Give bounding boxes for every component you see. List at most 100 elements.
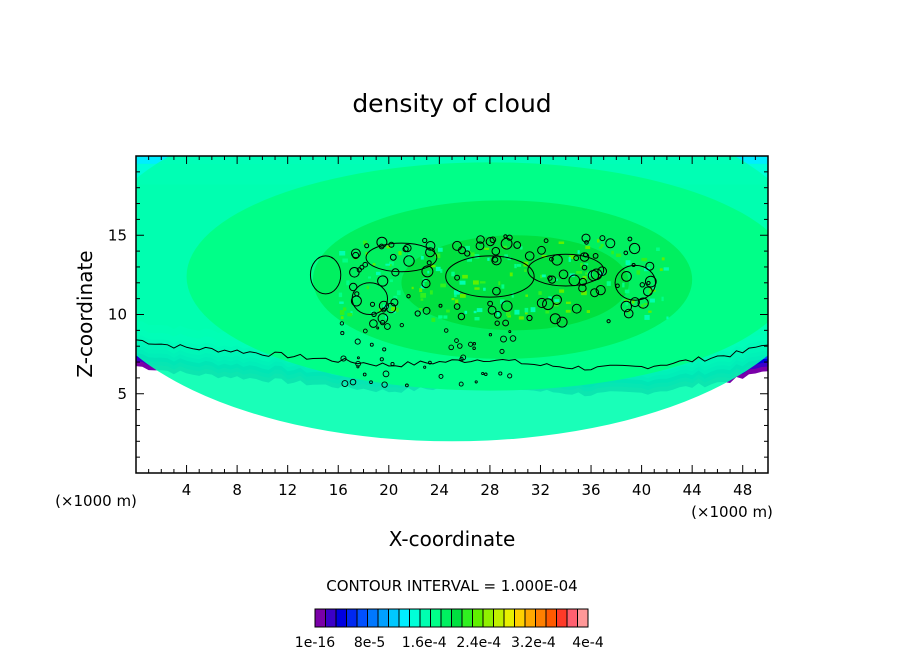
contour-cell bbox=[537, 245, 546, 255]
contour-cell bbox=[489, 236, 497, 244]
field-speckle bbox=[420, 298, 424, 301]
field-speckle bbox=[393, 295, 398, 299]
contour-cell bbox=[388, 241, 395, 248]
field-speckle bbox=[585, 245, 591, 249]
contour-cell-lower bbox=[472, 342, 476, 346]
field-speckle bbox=[502, 245, 507, 250]
field-speckle bbox=[465, 245, 470, 251]
colorbar-swatch bbox=[577, 608, 589, 628]
x-tick-label: 36 bbox=[581, 481, 600, 499]
field-speckle bbox=[514, 264, 517, 269]
contour-cell-lower bbox=[438, 373, 444, 379]
contour-cell bbox=[637, 297, 649, 309]
contour-loop bbox=[365, 242, 438, 273]
x-axis: 4 8 12 16 20 24 28 32 36 40 44 48 bbox=[148, 156, 756, 499]
contour-cell bbox=[551, 294, 562, 305]
contour-cell-lower bbox=[509, 335, 517, 342]
field-speckle bbox=[509, 272, 513, 277]
field-speckle bbox=[435, 266, 441, 272]
y-axis: 5 10 15 bbox=[108, 171, 768, 458]
contour-cell bbox=[623, 250, 629, 256]
field-speckle bbox=[506, 311, 511, 316]
contour-cell bbox=[349, 267, 360, 278]
field-speckle bbox=[385, 315, 388, 319]
field-speckle bbox=[451, 298, 455, 301]
contour-cell bbox=[492, 286, 501, 296]
contour-cell bbox=[578, 277, 587, 286]
contour-cell bbox=[487, 300, 494, 307]
field-speckle bbox=[501, 284, 505, 289]
field-speckle bbox=[340, 316, 344, 320]
contour-cell bbox=[579, 252, 590, 262]
field-speckle bbox=[507, 314, 511, 318]
field-speckle bbox=[451, 271, 455, 277]
field-speckle bbox=[388, 264, 392, 267]
contour-cell bbox=[547, 275, 553, 281]
y-axis-label: Z-coordinate bbox=[73, 250, 97, 377]
contour-cell bbox=[549, 256, 554, 262]
field-speckle bbox=[643, 303, 649, 306]
field-speckle bbox=[568, 257, 571, 262]
contour-cell bbox=[501, 300, 513, 312]
contour-cell bbox=[623, 308, 634, 319]
contour-cell bbox=[475, 241, 485, 251]
y-tick-label: 5 bbox=[117, 385, 127, 403]
field-speckle bbox=[583, 263, 589, 266]
contour-cell bbox=[425, 241, 436, 251]
colorbar-swatch bbox=[367, 608, 379, 628]
field-speckle bbox=[385, 306, 389, 309]
field-speckle bbox=[389, 279, 393, 283]
contour-cell bbox=[645, 261, 655, 271]
contour-cell bbox=[621, 271, 632, 282]
contour-cell bbox=[526, 314, 533, 322]
colorbar-label: 3.2e-4 bbox=[511, 635, 556, 651]
field-speckle bbox=[648, 310, 652, 313]
x-unit-label-left: (×1000 m) bbox=[55, 492, 137, 510]
colorbar-label: 1.6e-4 bbox=[402, 635, 447, 651]
field-speckle bbox=[347, 312, 353, 317]
contour-cell-lower bbox=[500, 335, 507, 343]
field-speckle bbox=[396, 290, 401, 296]
contour-cell-lower bbox=[507, 373, 513, 379]
field-speckle bbox=[455, 299, 459, 304]
field-speckle bbox=[581, 290, 587, 296]
field-speckle bbox=[342, 258, 348, 263]
contour-cell bbox=[485, 237, 495, 247]
contour-cell bbox=[464, 250, 471, 257]
contour-cell bbox=[597, 266, 608, 277]
field-speckle bbox=[541, 274, 546, 278]
field-speckle bbox=[339, 301, 344, 304]
field-speckle bbox=[576, 271, 583, 274]
field-speckle bbox=[540, 274, 543, 279]
contour-cell-lower bbox=[448, 344, 454, 351]
contour-cell bbox=[406, 294, 411, 299]
field-speckle bbox=[480, 281, 486, 284]
field-speckle bbox=[520, 246, 523, 250]
contour-cell-lower bbox=[362, 328, 368, 334]
field-speckle bbox=[622, 282, 625, 288]
field-speckle bbox=[625, 300, 629, 306]
field-speckle bbox=[346, 280, 350, 286]
contour-cell-lower bbox=[354, 338, 361, 345]
field-speckle bbox=[597, 239, 600, 243]
contour-cell bbox=[644, 275, 657, 288]
field-speckle bbox=[383, 304, 386, 309]
contour-cell bbox=[453, 303, 461, 310]
field-speckle bbox=[666, 316, 669, 320]
contour-cell bbox=[639, 282, 645, 288]
contour-cell bbox=[620, 300, 632, 313]
chart-title: density of cloud bbox=[352, 89, 551, 118]
contour-cell bbox=[543, 238, 549, 244]
contour-cell bbox=[403, 244, 412, 253]
field-speckle bbox=[372, 263, 376, 266]
colorbar-swatch bbox=[451, 608, 463, 628]
contour-cell-lower bbox=[340, 331, 345, 336]
colorbar-swatch bbox=[482, 608, 494, 628]
field-speckle bbox=[386, 245, 391, 249]
x-tick-label: 48 bbox=[733, 481, 752, 499]
contour-cell-lower bbox=[499, 348, 505, 354]
x-tick-label: 16 bbox=[329, 481, 348, 499]
x-tick-label: 20 bbox=[379, 481, 398, 499]
field-speckle bbox=[530, 307, 536, 313]
field-speckle bbox=[498, 281, 501, 286]
